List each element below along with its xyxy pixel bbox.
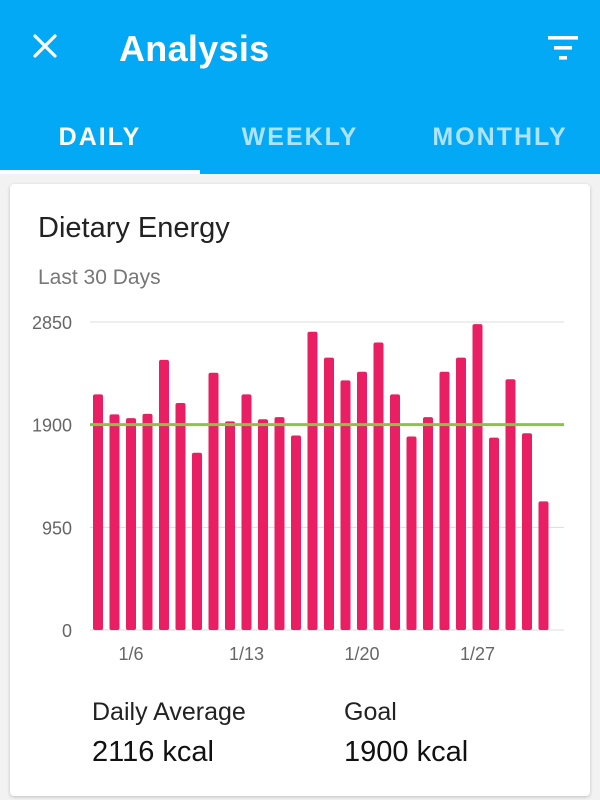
energy-bar [538, 501, 549, 630]
energy-bar [324, 357, 334, 630]
goal-value: 1900 kcal [344, 736, 469, 768]
y-tick-label: 0 [62, 621, 72, 641]
energy-bar [522, 433, 532, 630]
energy-bar [142, 413, 153, 630]
energy-bar [505, 379, 516, 630]
x-tick-label: 1/20 [344, 644, 379, 664]
energy-bar [307, 331, 318, 630]
energy-bar [175, 403, 186, 630]
y-tick-label: 2850 [32, 313, 72, 333]
x-tick-label: 1/13 [229, 644, 264, 664]
energy-bar [225, 421, 235, 630]
energy-bar [390, 394, 400, 630]
energy-bar [357, 371, 367, 630]
energy-bar [423, 417, 433, 630]
energy-bar [456, 357, 466, 630]
filter-icon[interactable] [546, 33, 580, 63]
energy-bar [489, 437, 499, 630]
energy-bar [93, 394, 103, 630]
tab-bar: DAILY WEEKLY MONTHLY [0, 100, 600, 174]
energy-bar-chart: 0 950 1900 2850 1/6 1/13 1/20 1/27 [32, 313, 564, 664]
daily-average-value: 2116 kcal [92, 736, 214, 768]
card-subtitle: Last 30 Days [38, 266, 161, 289]
dietary-energy-card: Dietary Energy Last 30 Days 0 950 1900 2850… [10, 184, 590, 796]
energy-bar [340, 380, 351, 630]
energy-bar [472, 324, 483, 630]
tab-weekly[interactable]: WEEKLY [241, 122, 359, 151]
energy-bar [406, 436, 417, 630]
goal-label: Goal [344, 698, 397, 726]
energy-bar [291, 435, 301, 630]
energy-bar [241, 394, 252, 630]
energy-bar [208, 372, 219, 630]
energy-bar [159, 359, 169, 630]
energy-bar [126, 418, 136, 630]
app-bar: Analysis DAILY WEEKLY MONTHLY [0, 0, 600, 174]
energy-bar [258, 419, 268, 630]
energy-bar [439, 371, 450, 630]
close-icon[interactable] [30, 31, 60, 61]
energy-bar [373, 342, 384, 630]
x-tick-label: 1/6 [118, 644, 143, 664]
energy-bar [192, 452, 202, 630]
energy-bar [274, 417, 285, 630]
energy-bar [109, 414, 120, 630]
daily-average-label: Daily Average [92, 698, 246, 726]
tab-monthly[interactable]: MONTHLY [432, 122, 568, 151]
page-title: Analysis [119, 28, 270, 69]
y-tick-label: 950 [42, 518, 72, 538]
card-title: Dietary Energy [38, 212, 230, 244]
tab-daily[interactable]: DAILY [0, 100, 200, 174]
y-tick-label: 1900 [32, 416, 72, 436]
x-tick-label: 1/27 [460, 644, 495, 664]
